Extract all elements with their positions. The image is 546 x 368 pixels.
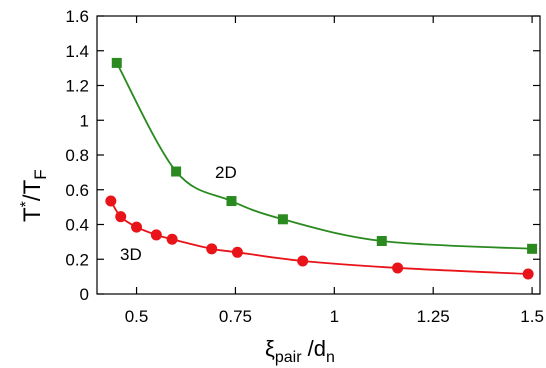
x-axis-label-sub2: n bbox=[326, 349, 335, 366]
data-point-2d bbox=[171, 166, 182, 177]
data-point-3d bbox=[131, 221, 143, 233]
data-point-2d bbox=[376, 236, 387, 247]
y-tick-label: 1.2 bbox=[65, 77, 89, 96]
data-point-3d bbox=[297, 255, 309, 267]
y-tick-label: 1.6 bbox=[65, 7, 89, 26]
data-point-2d bbox=[277, 214, 288, 225]
x-axis-label-sub1: pair bbox=[275, 349, 302, 366]
x-tick-label: 0.5 bbox=[125, 307, 149, 326]
series-curve-2d bbox=[115, 62, 533, 250]
y-tick-label: 0.2 bbox=[65, 250, 89, 269]
data-point-2d bbox=[527, 243, 538, 254]
data-point-3d bbox=[166, 233, 178, 245]
data-point-2d bbox=[226, 196, 237, 207]
y-axis-label-main: T bbox=[19, 207, 46, 222]
data-point-2d bbox=[111, 57, 122, 68]
x-tick-label: 1.25 bbox=[417, 307, 450, 326]
y-tick-label: 1 bbox=[80, 111, 89, 130]
data-point-3d bbox=[105, 195, 117, 207]
axis-ticks: 0.5 0.75 1 1.25 1.5 0 0.2 0.4 0.6 0.8 1 1.2 1.4 1.6 bbox=[65, 7, 544, 326]
x-tick-label: 1.5 bbox=[520, 307, 544, 326]
x-tick-label: 1 bbox=[330, 307, 339, 326]
y-tick-label: 0.8 bbox=[65, 146, 89, 165]
y-tick-label: 0.6 bbox=[65, 181, 89, 200]
plot-border bbox=[96, 15, 541, 295]
data-markers bbox=[105, 57, 538, 280]
y-axis-label: T*/TF bbox=[18, 169, 50, 222]
x-axis-label: ξpair /dn bbox=[265, 336, 335, 366]
y-tick-label: 1.4 bbox=[65, 42, 89, 61]
y-axis-label-mid: /T bbox=[19, 179, 46, 201]
y-tick-label: 0 bbox=[80, 285, 89, 304]
data-point-3d bbox=[150, 229, 162, 241]
series-label-3d: 3D bbox=[120, 245, 142, 264]
x-tick-label: 0.75 bbox=[219, 307, 252, 326]
x-axis-label-mid: /d bbox=[302, 336, 326, 361]
series-label-2d: 2D bbox=[215, 163, 237, 182]
y-tick-label: 0.4 bbox=[65, 216, 89, 235]
data-point-3d bbox=[206, 243, 218, 255]
data-point-3d bbox=[231, 246, 243, 258]
data-point-3d bbox=[522, 268, 534, 280]
data-point-3d bbox=[392, 262, 404, 274]
plot-frame bbox=[96, 15, 541, 295]
y-axis-label-sub: F bbox=[31, 169, 50, 179]
data-point-3d bbox=[115, 211, 127, 223]
x-axis-label-main: ξ bbox=[265, 336, 275, 361]
y-axis-label-sup: * bbox=[18, 201, 35, 207]
